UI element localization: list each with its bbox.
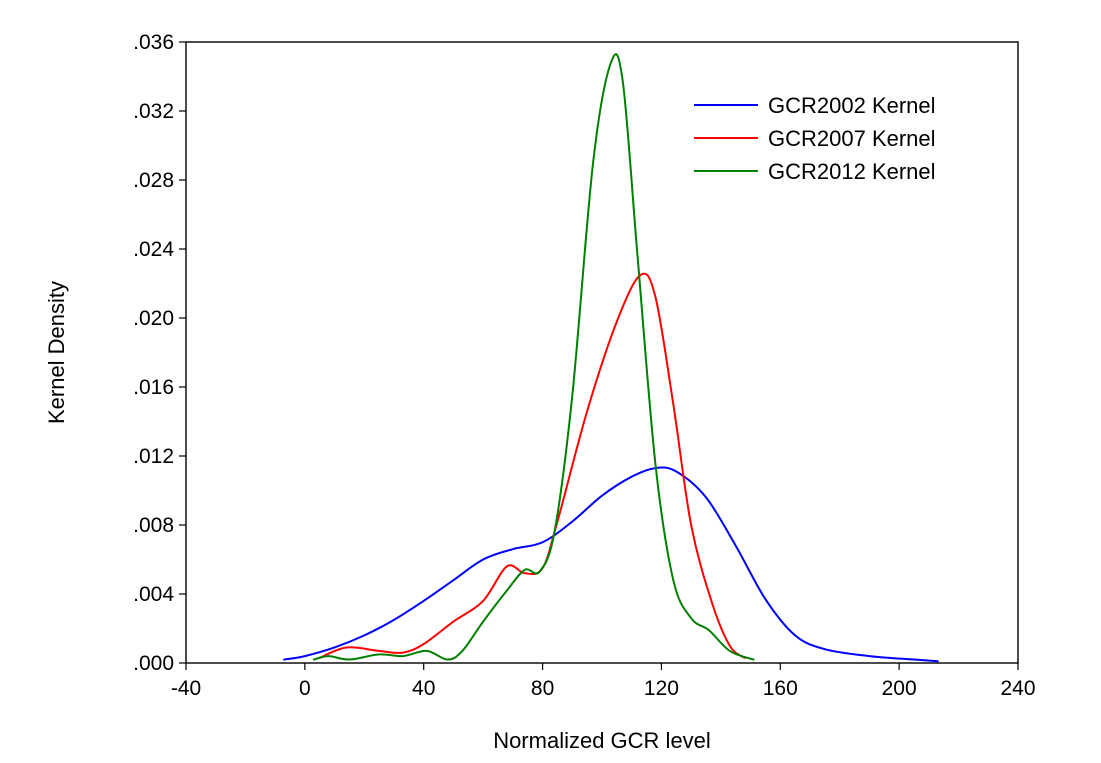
legend-label-gcr2007: GCR2007 Kernel — [768, 126, 936, 151]
y-tick-label: .024 — [133, 238, 174, 261]
series-line-gcr2012 — [312, 53, 755, 661]
legend-label-gcr2012: GCR2012 Kernel — [768, 159, 936, 184]
x-tick-label: 120 — [644, 677, 679, 700]
legend-label-gcr2002: GCR2002 Kernel — [768, 93, 936, 118]
x-axis: -40 0 40 80 120 160 200 240 — [171, 663, 1036, 700]
legend: GCR2002 Kernel GCR2007 Kernel GCR2012 Kern… — [694, 93, 936, 184]
series-layer — [283, 53, 939, 663]
y-axis-title: Kernel Density — [44, 281, 69, 424]
plot-frame — [185, 41, 1019, 664]
y-tick-label: .036 — [133, 31, 174, 54]
y-tick-label: .028 — [133, 169, 174, 192]
x-tick-label: 160 — [763, 677, 798, 700]
series-line-gcr2007 — [318, 272, 746, 659]
x-tick-label: 240 — [1000, 677, 1035, 700]
y-tick-label: .008 — [133, 514, 174, 537]
y-tick-label: .020 — [133, 307, 174, 330]
x-tick-label: 80 — [531, 677, 554, 700]
y-tick-label: .004 — [133, 583, 174, 606]
x-tick-label: 40 — [412, 677, 435, 700]
y-tick-label: .012 — [133, 445, 174, 468]
series-line-gcr2002 — [283, 466, 939, 663]
y-tick-label: .032 — [133, 100, 174, 123]
x-tick-label: 200 — [882, 677, 917, 700]
y-tick-label: .000 — [133, 652, 174, 675]
x-axis-title: Normalized GCR level — [493, 728, 711, 753]
x-tick-label: 0 — [299, 677, 311, 700]
y-axis: .000 .004 .008 .012 .016 .020 .024 .028 .032 .036 — [133, 31, 186, 675]
y-tick-label: .016 — [133, 376, 174, 399]
x-tick-label: -40 — [171, 677, 201, 700]
